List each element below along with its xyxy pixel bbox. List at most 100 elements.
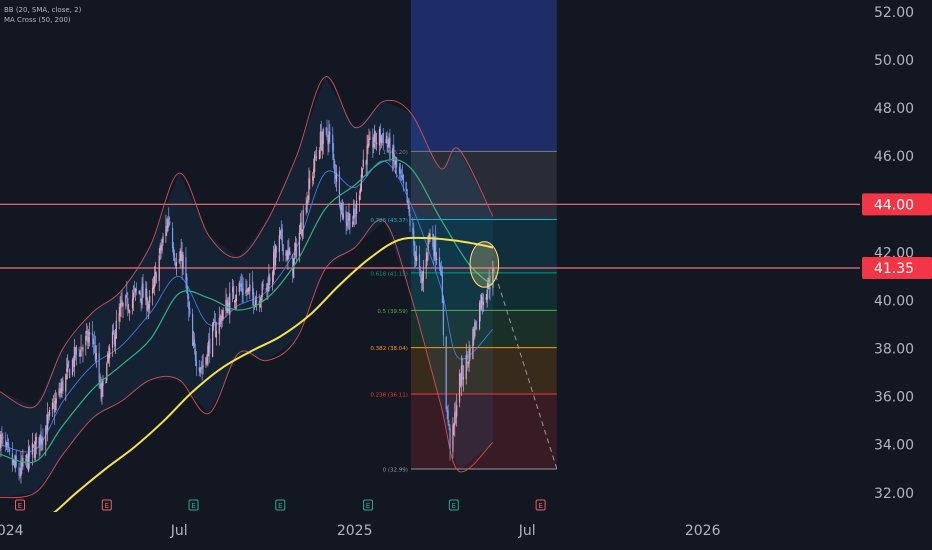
candle-body (98, 353, 100, 382)
candle-body (52, 403, 54, 405)
candle-body (482, 301, 484, 306)
candle-body (101, 383, 103, 397)
earnings-marker-label: E (191, 502, 195, 510)
candle-body (232, 285, 235, 299)
indicator-legend: BB (20, SMA, close, 2) MA Cross (50, 200… (4, 5, 81, 25)
candle-body (419, 272, 422, 273)
candle-body (479, 300, 482, 311)
candle-body (361, 168, 363, 178)
candle-body (213, 320, 216, 324)
candle-body (206, 355, 208, 363)
legend-bb[interactable]: BB (20, SMA, close, 2) (4, 6, 82, 14)
candle-body (120, 303, 122, 308)
candle-body (106, 363, 108, 381)
earnings-marker (535, 499, 546, 511)
candle-body (1, 434, 3, 437)
candle-body (261, 283, 263, 298)
candle-body (14, 458, 16, 469)
candle-body (240, 283, 242, 287)
price-tick-label: 34.00 (874, 438, 914, 454)
candle-body (21, 461, 23, 466)
drawing-overlay-layer (469, 241, 558, 469)
earnings-marker-label: E (538, 502, 542, 510)
candle-body (133, 289, 136, 291)
fib-level-label: 0 (32.99) (383, 467, 408, 473)
candle-body (151, 287, 154, 294)
candle-body (238, 282, 240, 293)
candle-body (306, 199, 308, 213)
candle-body (249, 284, 251, 291)
horizontal-lines-layer (0, 203, 860, 269)
candle-body (39, 434, 41, 445)
candle-body (199, 367, 201, 373)
candle-body (374, 130, 376, 143)
candle-body (55, 398, 57, 404)
candle-body (265, 288, 267, 290)
candle-body (312, 176, 314, 181)
time-axis-background (0, 512, 860, 550)
candle-body (456, 405, 458, 417)
candle-body (433, 243, 435, 256)
candle-body (309, 181, 311, 183)
candle-body (436, 259, 438, 261)
candle-body (71, 360, 74, 375)
candle-body (28, 446, 31, 458)
candle-body (334, 160, 336, 174)
candle-body (378, 129, 381, 146)
candle-body (466, 354, 468, 360)
candle-body (434, 238, 436, 257)
candle-body (485, 297, 487, 300)
candle-body (355, 200, 358, 214)
candle-body (248, 287, 250, 289)
candle-body (294, 253, 296, 255)
candle-body (388, 137, 390, 146)
candle-body (35, 436, 37, 444)
candle-body (435, 236, 437, 260)
moving-average-layer (0, 158, 494, 533)
candle-body (382, 132, 384, 143)
candle-body (409, 213, 411, 226)
legend-ma-cross[interactable]: MA Cross (50, 200) (4, 16, 71, 24)
candle-body (113, 332, 116, 345)
candle-body (140, 298, 142, 302)
candle-body (161, 244, 163, 251)
candle-body (426, 253, 428, 262)
candle-body (302, 210, 304, 229)
candle-body (167, 218, 169, 231)
candle-body (328, 131, 330, 143)
candle-body (407, 201, 409, 203)
candle-body (332, 134, 334, 152)
candle-body (278, 235, 280, 252)
candle-body (186, 277, 188, 294)
candle-body (166, 225, 168, 229)
bollinger-fill (0, 76, 493, 498)
fib-zone (410, 347, 557, 394)
candle-body (209, 338, 211, 354)
price-tick-label: 36.00 (874, 390, 914, 406)
candle-body (308, 178, 310, 200)
candle-body (453, 423, 455, 425)
candle-body (366, 146, 368, 165)
candle-body (307, 196, 309, 199)
candle-body (48, 414, 50, 416)
candle-body (87, 331, 89, 344)
candle-body (367, 143, 369, 149)
candle-body (48, 409, 51, 416)
fib-level-label: 1 (46.20) (383, 150, 408, 156)
candle-body (174, 263, 177, 267)
candle-body (295, 243, 298, 257)
candle-body (355, 215, 357, 217)
candle-body (282, 244, 284, 256)
candle-body (0, 434, 2, 449)
candle-body (38, 437, 40, 448)
candle-body (345, 210, 347, 223)
candle-body (32, 444, 34, 446)
candle-body (111, 331, 114, 348)
candle-body (369, 137, 371, 140)
candle-body (347, 219, 349, 221)
candle-body (480, 295, 483, 309)
candle-body (294, 242, 297, 252)
candle-body (293, 258, 295, 279)
candle-body (173, 252, 176, 262)
